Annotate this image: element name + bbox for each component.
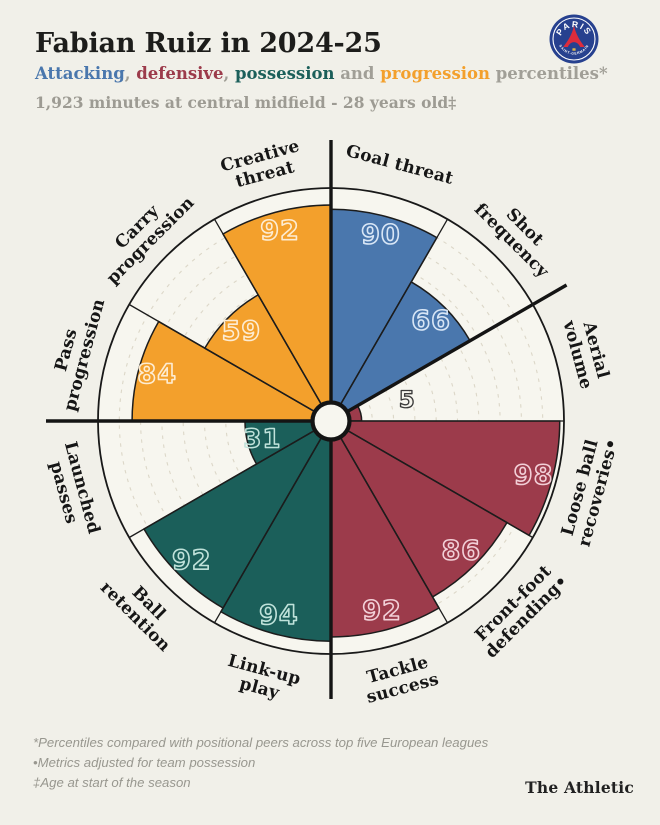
footnote-age: ‡Age at start of the season <box>33 775 191 790</box>
slice-value-ball-retention: 92 <box>172 545 212 576</box>
slice-tackle-success <box>330 418 441 638</box>
subtitle-part-defensive: defensive <box>136 64 224 83</box>
slice-label-launched-passes: Launchedpasses <box>42 439 104 541</box>
slice-label-creative-threat: Creativethreat <box>218 136 306 195</box>
chart-outer-circle <box>97 187 565 655</box>
slice-value-pass-progression: 84 <box>137 359 177 390</box>
subtitle-separator: , <box>124 64 137 83</box>
slice-label-link-up-play: Link-upplay <box>221 651 303 708</box>
slice-value-loose-ball-recoveries: 98 <box>514 460 554 491</box>
slice-link-up-play <box>219 418 332 642</box>
slice-label-aerial-volume: Aerialvolume <box>558 313 614 392</box>
slice-separator <box>330 420 534 539</box>
footnote-percentiles: *Percentiles compared with positional pe… <box>33 735 489 750</box>
footnote-possession-adjusted: •Metrics adjusted for team possession <box>33 755 256 770</box>
slice-separator <box>213 420 332 624</box>
slice-label-tackle-success: Tacklesuccess <box>359 651 441 708</box>
badge-inner-ring <box>552 17 596 61</box>
footnotes-block: *Percentiles compared with positional pe… <box>33 733 488 793</box>
subtitle-part-progression: progression <box>380 64 491 83</box>
slice-separator <box>213 218 332 422</box>
slice-value-front-foot-defending: 86 <box>441 536 481 567</box>
subtitle-conjunction: and <box>334 64 381 83</box>
slice-value-aerial-volume: 5 <box>399 388 416 414</box>
slice-pass-progression <box>131 320 334 422</box>
slice-label-goal-threat: Goal threat <box>344 141 456 189</box>
slice-creative-threat <box>221 204 332 424</box>
subtitle-part-percentiles: percentiles* <box>490 64 608 83</box>
subtitle-part-attacking: Attacking <box>35 64 125 83</box>
badge-paris-text: PARIS <box>554 19 594 37</box>
slice-separator <box>128 303 332 422</box>
eiffel-tower-icon <box>563 25 585 47</box>
subtitle-part-possession: possession <box>235 64 335 83</box>
chart-subtitle: Attacking, defensive, possession and pro… <box>35 64 608 83</box>
slice-value-launched-passes: 31 <box>243 424 281 454</box>
slice-separator <box>330 420 449 624</box>
slice-label-loose-ball-recoveries: Loose ballrecoveries• <box>556 432 622 549</box>
slice-separator <box>330 218 449 422</box>
subtitle-separator: , <box>223 64 236 83</box>
slice-separator <box>128 420 332 539</box>
page-title: Fabian Ruiz in 2024-25 <box>35 28 382 59</box>
badge-fleur-de-lis-icon <box>572 48 576 51</box>
slice-value-creative-threat: 92 <box>260 215 300 246</box>
slice-goal-threat <box>330 208 438 424</box>
category-boundary-line <box>330 283 568 423</box>
slice-value-link-up-play: 94 <box>259 600 299 631</box>
player-context-line: 1,923 minutes at central midfield - 28 y… <box>35 93 457 112</box>
slice-value-tackle-success: 92 <box>362 596 402 627</box>
slice-front-foot-defending <box>328 418 508 598</box>
athletic-wordmark: The Athletic <box>525 778 634 797</box>
psg-club-badge: PARIS SAINT-GERMAIN <box>549 14 599 64</box>
slice-ball-retention <box>142 418 334 610</box>
slice-value-shot-frequency: 66 <box>411 305 451 336</box>
slice-loose-ball-recoveries <box>328 420 561 537</box>
slice-value-goal-threat: 90 <box>361 219 401 250</box>
slice-value-carry-progression: 59 <box>222 316 262 347</box>
chart-center-hub <box>310 400 352 442</box>
